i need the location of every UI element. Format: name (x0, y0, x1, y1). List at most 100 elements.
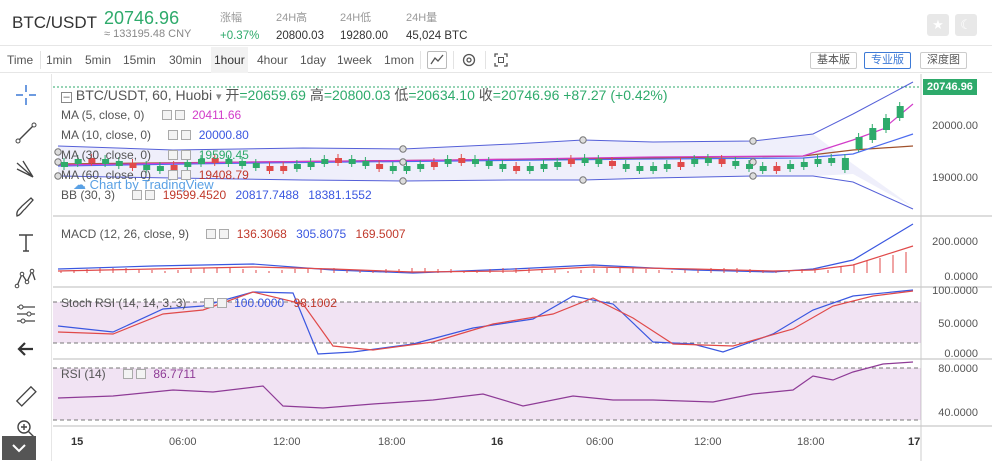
candle-body (554, 162, 562, 167)
interval-1min[interactable]: 1min (46, 53, 73, 67)
tradingview-watermark[interactable]: ☁ Chart by TradingView (73, 177, 214, 193)
candle-body (239, 161, 247, 166)
candle-body (595, 159, 603, 164)
settings-icon[interactable] (168, 130, 179, 140)
candle-body (307, 162, 315, 167)
y-tick: 0.0000 (944, 348, 978, 360)
candle-body (841, 158, 849, 170)
divider (420, 51, 421, 69)
moon-icon[interactable]: ☾ (955, 14, 977, 36)
candle-body (787, 164, 795, 169)
interval-1hour[interactable]: 1hour (211, 47, 248, 73)
chevron-down-icon[interactable]: ▾ (215, 91, 222, 103)
fib-tool-icon[interactable] (13, 301, 39, 327)
trading-chart[interactable]: – BTC/USDT, 60, Huobi ▾ 开=20659.69 高=208… (53, 74, 992, 461)
candle-body (335, 158, 342, 163)
close-icon[interactable] (181, 150, 192, 160)
collapse-legend-icon[interactable]: – (61, 92, 72, 103)
candle-body (88, 158, 96, 163)
rsi-band (53, 368, 921, 420)
ohlc-change: +87.27 (+0.42%) (563, 87, 668, 103)
settings-icon[interactable] (206, 229, 217, 239)
ruler-icon[interactable] (13, 383, 39, 409)
candle-body (472, 159, 479, 164)
divider (453, 51, 454, 69)
pattern-icon[interactable] (13, 266, 39, 292)
trend-line-icon[interactable] (13, 120, 39, 146)
settings-icon[interactable] (203, 298, 214, 308)
text-tool-icon[interactable] (13, 230, 39, 256)
candle-body (759, 166, 767, 171)
mode-depth-button[interactable]: 深度图 (920, 52, 967, 69)
macd-legend: MACD (12, 26, close, 9) 136.3068 305.807… (61, 227, 406, 241)
collapse-toolbar-button[interactable] (2, 436, 36, 460)
drawing-toolbar (0, 74, 52, 461)
interval-4hour[interactable]: 4hour (257, 53, 288, 67)
candle-body (855, 137, 863, 149)
ma30-legend: MA (30, close, 0) 19590.45 (61, 148, 249, 162)
candle-body (485, 161, 493, 166)
chart-canvas (53, 74, 992, 461)
fullscreen-icon[interactable] (491, 51, 511, 69)
close-icon[interactable] (145, 190, 156, 200)
candle-body (883, 118, 890, 130)
interval-1mon[interactable]: 1mon (384, 53, 415, 67)
time-tick: 06:00 (169, 436, 197, 448)
bb-handle (54, 148, 62, 156)
candle-body (567, 159, 575, 164)
candle-body (61, 162, 68, 167)
mode-basic-button[interactable]: 基本版 (810, 52, 857, 69)
interval-1week[interactable]: 1week (337, 53, 372, 67)
interval-15min[interactable]: 15min (123, 53, 156, 67)
candle-body (211, 158, 219, 163)
ohlc-open: =20659.69 (239, 87, 306, 103)
last-price-tag: 20746.96 (923, 79, 977, 95)
close-icon[interactable] (174, 110, 185, 120)
interval-time[interactable]: Time (7, 53, 34, 67)
settings-icon[interactable] (161, 110, 172, 120)
interval-1day[interactable]: 1day (300, 53, 327, 67)
star-icon[interactable]: ★ (927, 14, 949, 36)
bb-handle (579, 176, 587, 184)
candle-body (704, 158, 712, 163)
candle-body (663, 164, 671, 169)
bb-handle (749, 172, 757, 180)
pair-title: BTC/USDT (12, 13, 97, 32)
settings-icon[interactable] (459, 51, 479, 69)
interval-30min[interactable]: 30min (169, 53, 202, 67)
symbol-title: BTC/USDT, 60, Huobi (75, 87, 213, 103)
macd-signal-line (57, 245, 914, 273)
candle-body (74, 159, 82, 164)
candle-body (691, 159, 699, 164)
y-tick: 19000.00 (932, 172, 978, 184)
close-icon[interactable] (136, 369, 147, 379)
ticker-header: BTC/USDT 20746.96 ≈ 133195.48 CNY 涨幅 +0.… (0, 0, 992, 46)
close-icon[interactable] (219, 229, 230, 239)
candle-body (156, 166, 164, 171)
crosshair-icon[interactable] (13, 82, 39, 108)
time-tick: 18:00 (378, 436, 406, 448)
candle-body (773, 166, 781, 171)
close-icon[interactable] (216, 298, 227, 308)
brush-icon[interactable] (13, 194, 39, 220)
interval-5min[interactable]: 5min (85, 53, 112, 67)
settings-icon[interactable] (168, 170, 179, 180)
candle-body (581, 158, 589, 163)
bb-legend: BB (30, 3) 19599.4520 20817.7488 18381.1… (61, 188, 372, 202)
bb-handle (749, 137, 757, 145)
time-tick: 15 (71, 436, 84, 448)
mode-pro-button[interactable]: 专业版 (864, 52, 911, 69)
y-tick: 40.0000 (938, 407, 978, 419)
back-arrow-icon[interactable] (13, 336, 39, 362)
settings-icon[interactable] (168, 150, 179, 160)
settings-icon[interactable] (132, 190, 143, 200)
close-icon[interactable] (181, 130, 192, 140)
pitchfork-icon[interactable] (13, 157, 39, 183)
candle-body (170, 165, 178, 170)
candle-body (636, 166, 644, 171)
time-tick: 12:00 (273, 436, 301, 448)
settings-icon[interactable] (123, 369, 134, 379)
ma60-legend: MA (60, close, 0) 19408.79 (61, 168, 249, 182)
stoch-d-line (57, 290, 914, 351)
chart-type-icon[interactable] (427, 51, 447, 69)
